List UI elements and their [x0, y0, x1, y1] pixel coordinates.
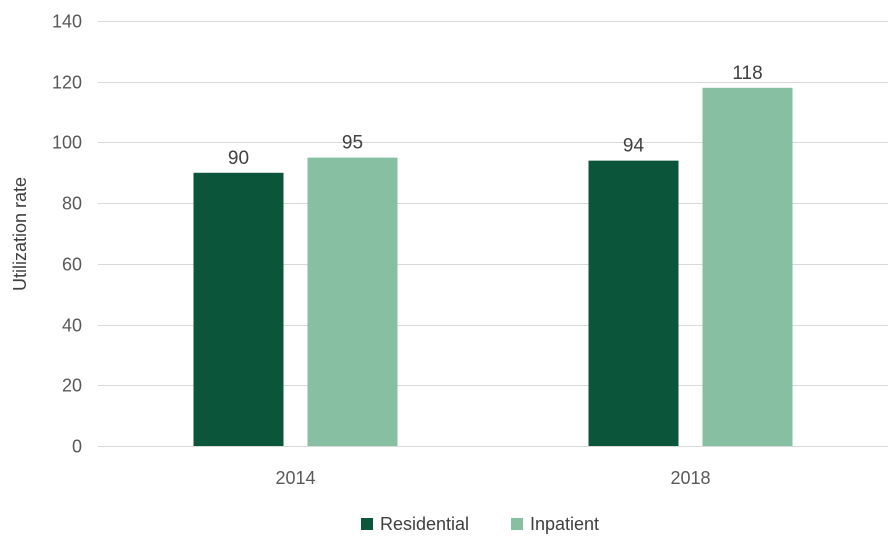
x-axis-ticks: 2014 2018: [275, 468, 710, 488]
y-tick-label: 40: [62, 316, 82, 336]
legend-label-inpatient: Inpatient: [530, 514, 599, 534]
y-tick-label: 0: [72, 437, 82, 457]
bar-inpatient-2018: [702, 87, 793, 447]
data-label-residential-2018: 94: [623, 136, 645, 157]
data-label-residential-2014: 90: [228, 148, 249, 169]
y-tick-label: 140: [52, 12, 82, 32]
y-tick-label: 120: [52, 73, 82, 93]
legend-swatch-inpatient: [511, 518, 523, 530]
y-tick-label: 80: [62, 194, 82, 214]
data-label-inpatient-2014: 95: [342, 133, 363, 154]
y-tick-label: 20: [62, 376, 82, 396]
y-axis-title: Utilization rate: [10, 177, 30, 291]
bars: 90 95 94 118: [193, 63, 793, 447]
bar-residential-2018: [588, 160, 679, 446]
legend: Residential Inpatient: [361, 514, 599, 534]
y-axis-ticks: 0 20 40 60 80 100 120 140: [52, 12, 82, 457]
y-tick-label: 100: [52, 133, 82, 153]
legend-label-residential: Residential: [380, 514, 469, 534]
y-tick-label: 60: [62, 255, 82, 275]
data-label-inpatient-2018: 118: [732, 63, 762, 84]
bar-residential-2014: [193, 172, 284, 447]
bar-inpatient-2014: [307, 157, 398, 446]
legend-swatch-residential: [361, 518, 373, 530]
x-tick-label: 2014: [275, 468, 315, 488]
x-tick-label: 2018: [670, 468, 710, 488]
